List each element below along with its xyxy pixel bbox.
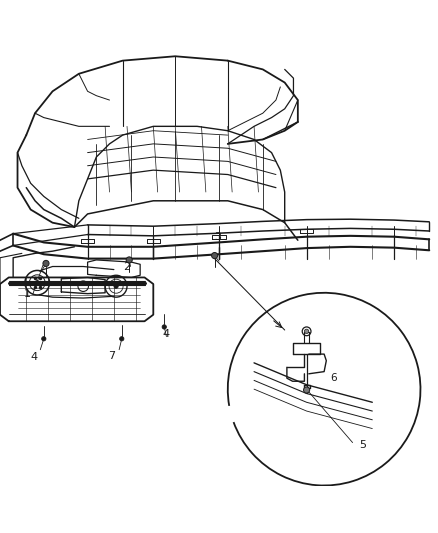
Circle shape [35,280,39,285]
Text: 6: 6 [331,373,337,383]
Text: 2: 2 [124,262,131,272]
Circle shape [212,253,218,259]
Circle shape [42,336,46,341]
Circle shape [43,260,49,266]
Circle shape [126,257,132,263]
Text: 1: 1 [24,289,31,298]
Circle shape [120,336,124,341]
Text: 3: 3 [214,232,221,242]
Text: 4: 4 [30,352,37,362]
Circle shape [304,329,309,334]
Text: 5: 5 [359,440,366,450]
Circle shape [304,387,310,393]
Circle shape [162,325,166,329]
Text: 7: 7 [108,351,115,361]
Circle shape [114,284,118,288]
Text: 4: 4 [163,329,170,340]
